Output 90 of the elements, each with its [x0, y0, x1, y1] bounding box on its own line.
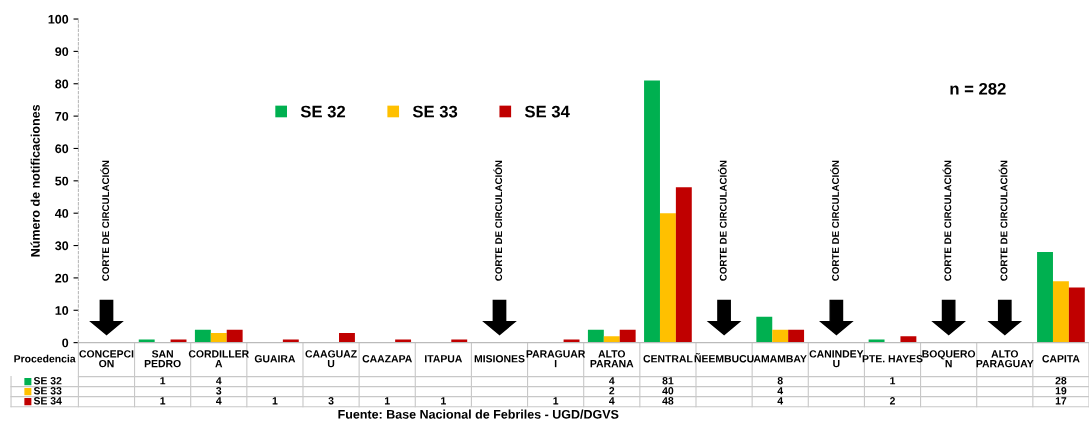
bar — [451, 339, 468, 343]
y-tick-label: 80 — [55, 79, 69, 89]
x-tick-label: AMAMBAY — [753, 355, 807, 363]
data-label: 4 — [216, 397, 222, 405]
x-tick-label: CONCEPCI ON — [79, 350, 134, 368]
legend-label: SE 33 — [412, 105, 458, 118]
x-tick-label: CENTRAL — [643, 355, 693, 363]
bar — [210, 332, 227, 343]
y-tick-label: 60 — [55, 144, 69, 154]
legend-label: SE 32 — [300, 105, 346, 118]
bar — [226, 329, 243, 343]
data-label: 1 — [272, 397, 278, 405]
data-label: 4 — [777, 387, 784, 395]
data-label: 1 — [441, 397, 446, 405]
annotation: CORTE DE CIRCULACIÓN — [100, 160, 110, 281]
annotation: CORTE DE CIRCULACIÓN — [493, 160, 503, 281]
annotation: CORTE DE CIRCULACIÓN — [998, 160, 1008, 281]
x-tick-label: CORDILLER A — [188, 350, 249, 368]
bar — [659, 213, 676, 343]
text: SE 33 — [33, 387, 62, 395]
x-tick-label: PARAGUAR I — [526, 350, 586, 368]
source-note: Fuente: Base Nacional de Febriles - UGD/DGVS — [338, 409, 619, 419]
y-tick-label: 90 — [55, 47, 69, 57]
bar — [1068, 287, 1085, 343]
bar — [772, 329, 789, 343]
y-tick-label: 70 — [55, 111, 69, 121]
y-tick-label: 30 — [55, 241, 69, 251]
x-tick-label: CAPITA — [1042, 355, 1080, 363]
x-tick-label: ALTO PARANA — [590, 350, 634, 368]
text: SE 32 — [33, 377, 62, 385]
data-label: 81 — [662, 377, 674, 385]
x-tick-label: BOQUERO N — [922, 350, 976, 368]
data-label: 17 — [1055, 397, 1067, 405]
data-label: 3 — [216, 387, 222, 395]
y-tick-label: 10 — [55, 306, 69, 315]
data-label: 1 — [160, 397, 166, 405]
y-tick-label: 50 — [55, 176, 69, 186]
data-label: 19 — [1055, 387, 1067, 395]
data-label: 8 — [777, 377, 783, 385]
data-label: 40 — [662, 387, 674, 395]
x-tick-label: ITAPUA — [425, 355, 463, 363]
y-tick-label: 0 — [62, 338, 69, 348]
data-label: 1 — [384, 397, 390, 405]
bar — [339, 332, 355, 343]
bar — [900, 336, 917, 343]
bar — [868, 339, 885, 343]
bar — [1052, 281, 1069, 343]
annotation: CORTE DE CIRCULACIÓN — [942, 160, 952, 281]
data-label: 2 — [889, 397, 895, 405]
bar — [756, 316, 773, 343]
text: SE 34 — [33, 397, 62, 405]
y-axis-title: Número de notificaciones — [30, 104, 40, 257]
annotation: CORTE DE CIRCULACIÓN — [830, 160, 839, 281]
y-tick-label: 100 — [48, 14, 69, 24]
x-tick-label: ÑEEMBUCU — [694, 353, 754, 363]
data-label: 4 — [216, 377, 222, 385]
bar — [587, 329, 604, 343]
data-label: 2 — [609, 387, 615, 395]
x-tick-label: CAAZAPA — [362, 355, 412, 363]
y-tick-label: 40 — [54, 208, 69, 218]
data-label: 1 — [553, 397, 559, 405]
bar — [644, 80, 660, 343]
x-tick-label: PTE. HAYES — [862, 355, 923, 363]
data-label: 28 — [1055, 377, 1067, 385]
x-tick-label: GUAIRA — [254, 355, 296, 363]
legend-label: SE 34 — [524, 105, 570, 118]
annotation: n = 282 — [950, 82, 1006, 95]
data-label: 3 — [328, 397, 334, 405]
bar — [788, 329, 805, 343]
bar — [194, 329, 211, 343]
data-label: 4 — [609, 377, 615, 385]
bar — [282, 339, 299, 343]
x-tick-label: ALTO PARAGUAY — [976, 350, 1034, 368]
data-label: 1 — [890, 377, 896, 385]
bar — [619, 329, 636, 343]
y-tick-label: 20 — [55, 273, 69, 283]
data-label: 4 — [609, 397, 615, 405]
bar — [675, 187, 692, 343]
x-axis-title: Procedencia — [14, 354, 76, 363]
x-tick-label: CAAGUAZ U — [305, 350, 357, 368]
bar — [138, 339, 155, 343]
bar — [395, 339, 412, 343]
x-tick-label: SAN PEDRO — [144, 350, 181, 368]
bar — [1037, 252, 1053, 343]
x-tick-label: MISIONES — [474, 355, 525, 363]
data-label: 1 — [160, 377, 166, 385]
annotation: CORTE DE CIRCULACIÓN — [717, 160, 727, 281]
data-label: 4 — [777, 397, 784, 405]
bar — [603, 336, 620, 343]
data-label: 48 — [662, 397, 674, 405]
